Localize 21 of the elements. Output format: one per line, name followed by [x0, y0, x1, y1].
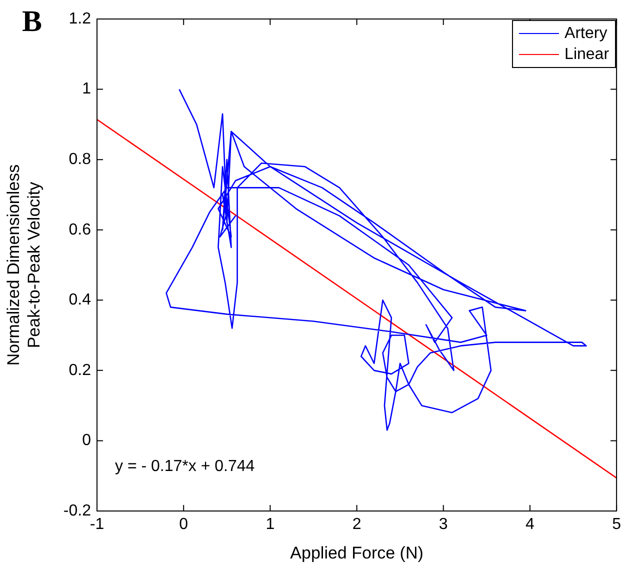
y-tick-label: 1.2	[68, 10, 92, 28]
chart-title: B	[22, 4, 42, 38]
x-axis-title: Applied Force (N)	[290, 543, 424, 562]
x-tick-label: -1	[90, 516, 104, 534]
x-tick-label: 1	[266, 516, 275, 534]
y-tick-label: 0.8	[68, 150, 92, 168]
legend-label: Linear	[564, 45, 610, 65]
y-tick-label: 0	[82, 432, 92, 450]
y-tick-label: 1	[82, 80, 92, 98]
x-tick-label: 3	[438, 516, 448, 534]
x-tick-label: 4	[526, 516, 535, 534]
y-tick-label: -0.2	[63, 502, 92, 520]
y-tick-label: 0.2	[68, 362, 92, 379]
y-tick-label: 0.6	[68, 221, 92, 238]
annotation: y = - 0.17*x + 0.744	[115, 458, 255, 475]
x-tick-label: 0	[179, 516, 188, 534]
y-tick-label: 0.4	[68, 292, 92, 309]
y-axis-title: Normalized Dimensionless Peak-to-Peak Velocity	[4, 164, 44, 366]
x-tick-label: 5	[612, 516, 622, 534]
x-tick-label: 2	[352, 516, 362, 534]
legend-label: Artery	[564, 24, 608, 44]
